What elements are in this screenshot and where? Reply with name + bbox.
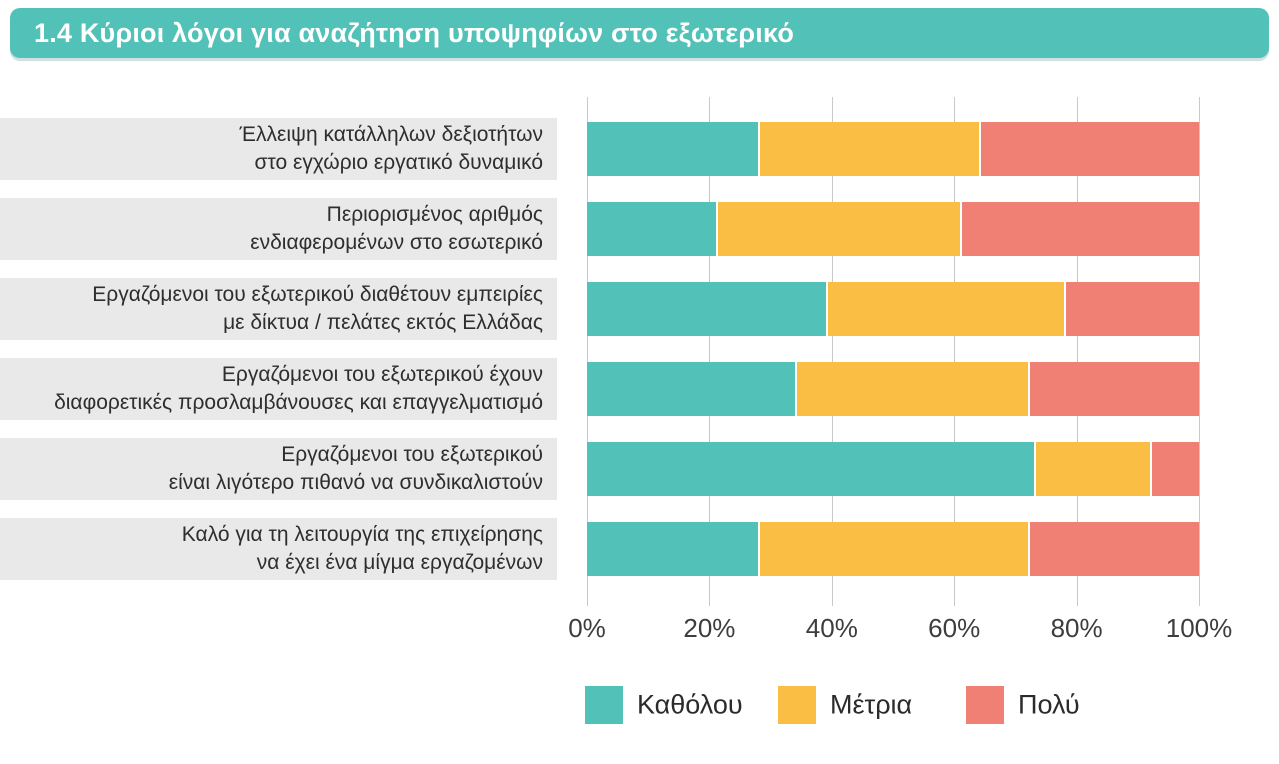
bar-segment: [1027, 522, 1199, 576]
bar-row: [587, 522, 1199, 576]
category-label-line: με δίκτυα / πελάτες εκτός Ελλάδας: [223, 311, 543, 334]
x-axis-tick-label: 80%: [1050, 613, 1103, 643]
x-axis-tick-label: 0%: [568, 613, 606, 643]
bar-segment: [715, 202, 961, 256]
bar-segment: [587, 442, 1034, 496]
category-label-line: Εργαζόμενοι του εξωτερικού: [281, 443, 543, 466]
x-axis-tick-label: 60%: [928, 613, 981, 643]
category-label-line: να έχει ένα μίγμα εργαζομένων: [256, 551, 543, 574]
legend-label: Καθόλου: [637, 689, 743, 720]
bar-segment: [960, 202, 1199, 256]
category-label-line: Περιορισμένος αριθμός: [326, 203, 543, 226]
bar-segment: [587, 362, 796, 416]
gridline: [709, 97, 711, 606]
page-title: 1.4 Κύριοι λόγοι για αναζήτηση υποψηφίων…: [34, 17, 795, 48]
bar-segment: [978, 122, 1199, 176]
bar-segment: [825, 282, 1065, 336]
x-axis-tick-label: 100%: [1165, 613, 1233, 643]
legend-swatch: [585, 686, 623, 724]
bar-row: [587, 282, 1199, 336]
category-label-line: Έλλειψη κατάλληλων δεξιοτήτων: [239, 123, 543, 146]
bar-segment: [1150, 442, 1199, 496]
legend-label: Μέτρια: [830, 689, 913, 720]
bar-segment: [1033, 442, 1151, 496]
legend-swatch: [778, 686, 816, 724]
category-label-line: Εργαζόμενοι του εξωτερικού διαθέτουν εμπ…: [92, 283, 543, 306]
x-axis-tick-label: 40%: [805, 613, 858, 643]
gridline: [954, 97, 956, 606]
bar-segment: [587, 522, 759, 576]
bar-segment: [758, 122, 979, 176]
category-label: Εργαζόμενοι του εξωτερικού είναι λιγότερο…: [0, 438, 557, 500]
category-label: Εργαζόμενοι του εξωτερικού έχουν διαφορετ…: [0, 358, 557, 420]
bar-segment: [1064, 282, 1199, 336]
chart-title-bar: 1.4 Κύριοι λόγοι για αναζήτηση υποψηφίων…: [10, 8, 1269, 58]
category-label: Περιορισμένος αριθμός ενδιαφερομένων στο …: [0, 198, 557, 260]
bar-segment: [587, 122, 759, 176]
bar-segment: [587, 282, 826, 336]
gridline: [587, 97, 588, 606]
category-label: Καλό για τη λειτουργία της επιχείρησης να…: [0, 518, 557, 580]
gridline: [1076, 97, 1078, 606]
bar-segment: [1027, 362, 1199, 416]
gridline: [1199, 97, 1200, 606]
category-label-line: είναι λιγότερο πιθανό να συνδικαλιστούν: [168, 471, 543, 494]
bar-segment: [587, 202, 716, 256]
category-label-line: Καλό για τη λειτουργία της επιχείρησης: [181, 523, 543, 546]
category-label-line: ενδιαφερομένων στο εσωτερικό: [250, 231, 543, 254]
bar-row: [587, 122, 1199, 176]
legend-swatch: [966, 686, 1004, 724]
category-label-line: διαφορετικές προσλαμβάνουσες και επαγγελ…: [54, 391, 543, 414]
category-label-line: Εργαζόμενοι του εξωτερικού έχουν: [221, 363, 543, 386]
bar-segment: [795, 362, 1028, 416]
bar-segment: [758, 522, 1028, 576]
bar-row: [587, 202, 1199, 256]
category-label-line: στο εγχώριο εργατικό δυναμικό: [254, 151, 543, 174]
bar-row: [587, 362, 1199, 416]
legend-label: Πολύ: [1018, 689, 1080, 720]
gridline: [831, 97, 833, 606]
bar-row: [587, 442, 1199, 496]
category-label: Έλλειψη κατάλληλων δεξιοτήτων στο εγχώριο…: [0, 118, 557, 180]
x-axis-tick-label: 20%: [683, 613, 736, 643]
category-label: Εργαζόμενοι του εξωτερικού διαθέτουν εμπ…: [0, 278, 557, 340]
